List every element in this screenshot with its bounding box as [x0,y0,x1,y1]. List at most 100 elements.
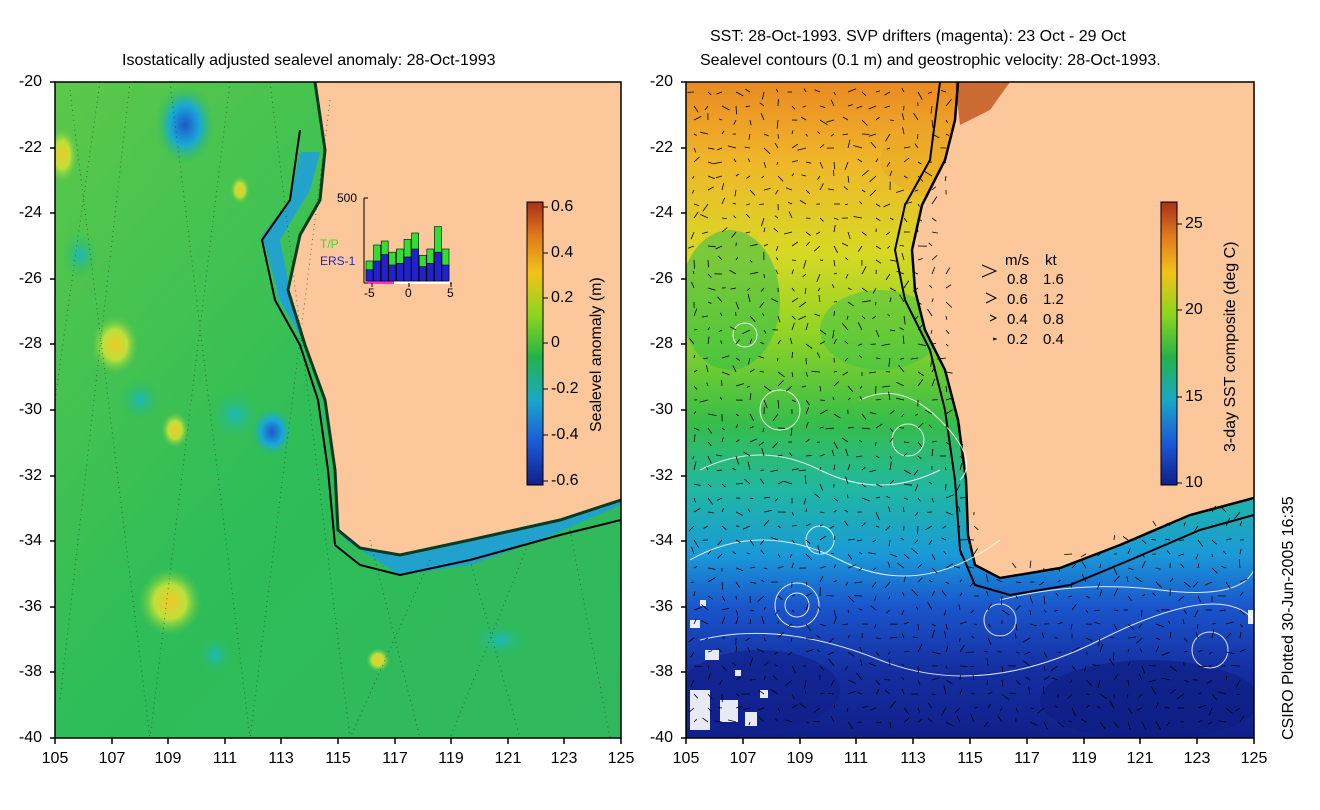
velocity-vector [707,577,716,583]
velocity-vector [875,158,879,163]
left-ytick: -40 [18,729,42,746]
velocity-vector [707,595,713,600]
velocity-vector [720,312,723,317]
velocity-vector [861,91,867,97]
velocity-vector [718,329,723,333]
velocity-vector [931,623,936,627]
velocity-vector [917,161,922,165]
velocity-vector [1113,575,1120,583]
velocity-vector [797,147,807,151]
velocity-vector [735,301,740,310]
velocity-vector [707,326,710,331]
velocity-vector [830,552,835,555]
velocity-vector [801,174,807,177]
velocity-vector [802,273,807,278]
velocity-vector [860,659,863,667]
velocity-vector [819,466,822,471]
velocity-vector [817,175,821,180]
velocity-vector [759,371,765,373]
velocity-vector [945,581,950,585]
velocity-vector [929,284,933,289]
velocity-vector [958,506,961,513]
velocity-vector [1236,693,1241,696]
velocity-vector [945,721,954,727]
velocity-vector [749,338,753,345]
left-cb-tick: -0.2 [551,380,579,397]
velocity-vector [1220,506,1227,513]
velocity-vector [787,651,793,656]
velocity-vector [1113,673,1119,681]
velocity-vector [847,651,855,657]
velocity-vector [903,157,910,163]
inset-bar-ers [434,251,442,282]
velocity-vector [745,231,751,234]
velocity-vector [777,454,783,457]
velocity-vector [1225,621,1234,625]
velocity-vector [791,511,795,516]
velocity-vector [742,329,751,335]
velocity-vector [805,649,814,653]
velocity-vector [1042,686,1045,695]
velocity-vector [705,365,709,373]
velocity-vector [805,406,810,415]
velocity-vector [917,301,922,305]
velocity-vector [785,719,793,723]
velocity-vector [825,427,835,430]
velocity-vector [854,581,863,584]
velocity-vector [693,105,699,113]
velocity-vector [1207,721,1213,725]
velocity-vector [760,341,765,345]
velocity-vector [833,497,839,502]
velocity-vector [721,595,726,602]
velocity-vector [735,693,740,697]
velocity-vector [927,702,933,709]
velocity-vector [749,393,752,401]
velocity-vector [1057,721,1065,728]
velocity-vector [956,715,961,723]
velocity-vector [847,426,854,429]
velocity-vector [942,525,947,529]
velocity-vector [1096,705,1101,709]
velocity-vector [931,366,936,373]
velocity-vector [931,255,938,261]
velocity-vector [777,380,784,387]
velocity-vector [1099,564,1101,569]
velocity-vector [763,399,768,409]
velocity-vector [707,693,713,700]
velocity-vector [870,141,877,149]
velocity-vector [1092,664,1101,667]
velocity-vector [819,341,825,345]
inset-bar-ers [373,260,381,282]
velocity-vector [833,217,839,220]
velocity-vector [819,454,825,457]
velocity-vector [959,665,968,668]
velocity-vector [798,469,807,472]
velocity-vector [773,651,779,655]
velocity-vector [747,508,751,513]
right-xtick: 113 [900,750,926,767]
inset-bar-ers [365,269,374,282]
velocity-vector [1043,675,1051,681]
velocity-vector [889,217,894,221]
velocity-vector [791,130,794,135]
velocity-vector [903,553,910,559]
velocity-vector [763,243,769,247]
velocity-vector [1068,595,1073,598]
velocity-vector [903,576,906,583]
velocity-vector [775,257,779,261]
velocity-vector [847,301,854,307]
velocity-vector [903,280,910,289]
velocity-vector [692,455,695,460]
velocity-vector [858,355,863,359]
velocity-vector [1141,539,1147,545]
velocity-vector [702,717,709,723]
velocity-vector [1009,692,1017,695]
velocity-vector [972,674,975,681]
velocity-vector [833,580,837,583]
velocity-vector [718,255,723,261]
velocity-vector [1161,677,1171,681]
velocity-vector [772,413,779,421]
velocity-vector [700,131,709,135]
velocity-vector [1155,646,1160,653]
velocity-vector [888,539,891,547]
